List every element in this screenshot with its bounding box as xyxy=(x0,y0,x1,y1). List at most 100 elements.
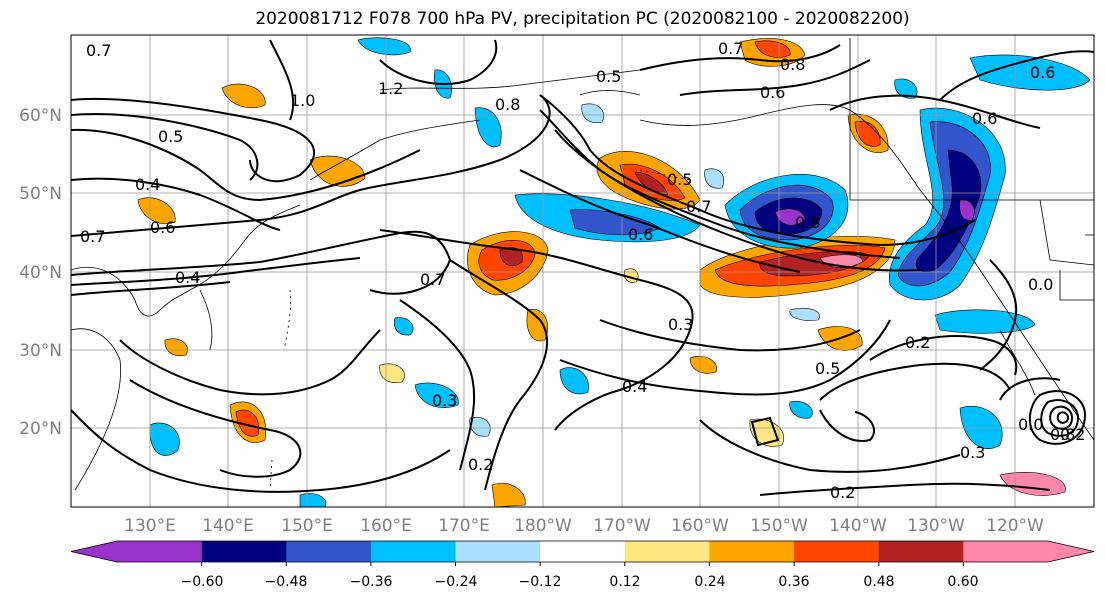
contour-label: 0.3 xyxy=(432,391,457,410)
negative-anomaly-region xyxy=(559,367,589,395)
negative-anomaly-region xyxy=(915,149,982,272)
contour-label: 0.6 xyxy=(150,218,175,237)
precip-anomaly-shading xyxy=(137,37,1091,507)
contour-label: 0.6 xyxy=(1030,63,1055,82)
positive-anomaly-region xyxy=(137,197,176,224)
contour-label: 1.2 xyxy=(378,79,403,98)
positive-anomaly-region xyxy=(749,418,785,447)
contour-label: 0.4 xyxy=(175,268,200,287)
positive-anomaly-region xyxy=(689,355,717,374)
colorbar-segment xyxy=(455,541,541,562)
contour-label: 0.0 xyxy=(1018,415,1043,434)
lon-label: 150°E xyxy=(281,516,333,536)
contour-label: 0.7 xyxy=(686,197,711,216)
positive-anomaly-region xyxy=(235,409,260,437)
colorbar-segment xyxy=(201,541,287,562)
coastlines xyxy=(71,38,1094,491)
negative-anomaly-region xyxy=(789,400,813,419)
contour-label: 0.2 xyxy=(830,483,855,502)
lon-label: 120°W xyxy=(986,516,1044,536)
lon-label: 140°W xyxy=(829,516,887,536)
contour-label: 0.7 xyxy=(718,39,743,58)
contour-label: 0.8 xyxy=(780,55,805,74)
contour-label: 0.7 xyxy=(86,41,111,60)
negative-anomaly-region xyxy=(704,168,725,189)
colorbar-segment xyxy=(286,541,372,562)
contour-label: 0.6 xyxy=(628,225,653,244)
lon-label: 170°E xyxy=(438,516,490,536)
contour-label: 1.0 xyxy=(290,91,315,110)
lat-label: 60°N xyxy=(19,106,62,126)
positive-anomaly-region xyxy=(221,83,266,109)
negative-anomaly-region xyxy=(357,37,411,56)
map-plot: 0.7 0.5 0.4 0.6 0.7 0.4 1.0 1.2 0.8 0.7 … xyxy=(71,35,1094,507)
positive-anomaly-region xyxy=(754,40,791,58)
positive-anomaly-region xyxy=(499,247,523,266)
colorbar-segment xyxy=(878,541,964,562)
lon-label: 130°E xyxy=(124,516,176,536)
contour-label: 0.5 xyxy=(667,170,692,189)
positive-anomaly-region xyxy=(164,338,188,357)
contour-label: 0.2 xyxy=(905,333,930,352)
contour-label: 0.5 xyxy=(815,359,840,378)
contour-label: 0.3 xyxy=(960,443,985,462)
contour-label: 0.4 xyxy=(135,175,160,194)
positive-anomaly-region xyxy=(526,308,548,342)
lat-label: 30°N xyxy=(19,341,62,361)
colorbar-outline xyxy=(70,540,1095,563)
negative-anomaly-region xyxy=(959,199,975,221)
contour-label: 0.8 xyxy=(795,213,820,232)
lat-label: 40°N xyxy=(19,263,62,283)
contour-label: 0.4 xyxy=(622,377,647,396)
contour-label: 0.2 xyxy=(1060,425,1085,444)
colorbar-segment xyxy=(963,541,1094,562)
negative-anomaly-region xyxy=(299,493,327,507)
lon-axis: 130°E 140°E 150°E 160°E 170°E 180°W 170°… xyxy=(124,516,1044,536)
negative-anomaly-region xyxy=(774,208,806,226)
colorbar-segment xyxy=(540,541,626,562)
lon-label: 150°W xyxy=(750,516,808,536)
negative-anomaly-region xyxy=(969,54,1091,91)
lat-label: 50°N xyxy=(19,184,62,204)
colorbar-tick-label: 0.60 xyxy=(947,574,978,590)
colorbar-segment xyxy=(709,541,795,562)
contour-label: 0.2 xyxy=(468,455,493,474)
map-title: 2020081712 F078 700 hPa PV, precipitatio… xyxy=(255,9,910,29)
colorbar-tick-label: −0.36 xyxy=(350,574,393,590)
negative-anomaly-region xyxy=(393,317,414,336)
colorbar-segment xyxy=(624,541,710,562)
lon-label: 160°W xyxy=(671,516,729,536)
contour-label: 0.7 xyxy=(80,227,105,246)
pv-contour-labels: 0.7 0.5 0.4 0.6 0.7 0.4 1.0 1.2 0.8 0.7 … xyxy=(80,39,1085,502)
contour-label: 0.6 xyxy=(760,83,785,102)
colorbar-tick-label: 0.24 xyxy=(694,574,725,590)
colorbar-segment xyxy=(794,541,880,562)
contour-label: 0.8 xyxy=(495,95,520,114)
colorbar-segments xyxy=(70,540,1095,563)
contour-label: 0.0 xyxy=(1028,275,1053,294)
colorbar-tick-label: −0.48 xyxy=(265,574,308,590)
negative-anomaly-region xyxy=(414,382,459,408)
contour-label: 0.3 xyxy=(668,315,693,334)
colorbar-ticks xyxy=(201,562,964,566)
positive-anomaly-region xyxy=(491,483,526,507)
negative-anomaly-region xyxy=(474,107,502,148)
lon-label: 130°W xyxy=(907,516,965,536)
contour-label: 0.5 xyxy=(158,127,183,146)
colorbar-segment xyxy=(370,541,457,562)
lon-label: 140°E xyxy=(202,516,254,536)
contour-label: 0.6 xyxy=(972,109,997,128)
colorbar-tick-label: 0.36 xyxy=(778,574,809,590)
lat-axis: 60°N 50°N 40°N 30°N 20°N xyxy=(19,106,62,439)
colorbar-segment xyxy=(71,541,202,562)
contour-label: 0.8 xyxy=(1050,425,1075,444)
contour-label: 0.7 xyxy=(420,270,445,289)
negative-anomaly-region xyxy=(959,406,1003,449)
colorbar-tick-label: 0.48 xyxy=(863,574,894,590)
negative-anomaly-region xyxy=(149,422,180,456)
negative-anomaly-region xyxy=(894,78,918,99)
lon-label: 160°E xyxy=(360,516,412,536)
colorbar-tick-label: −0.60 xyxy=(181,574,224,590)
negative-anomaly-region xyxy=(789,308,820,321)
colorbar: −0.60 −0.48 −0.36 −0.24 −0.12 0.12 0.24 … xyxy=(70,540,1095,590)
